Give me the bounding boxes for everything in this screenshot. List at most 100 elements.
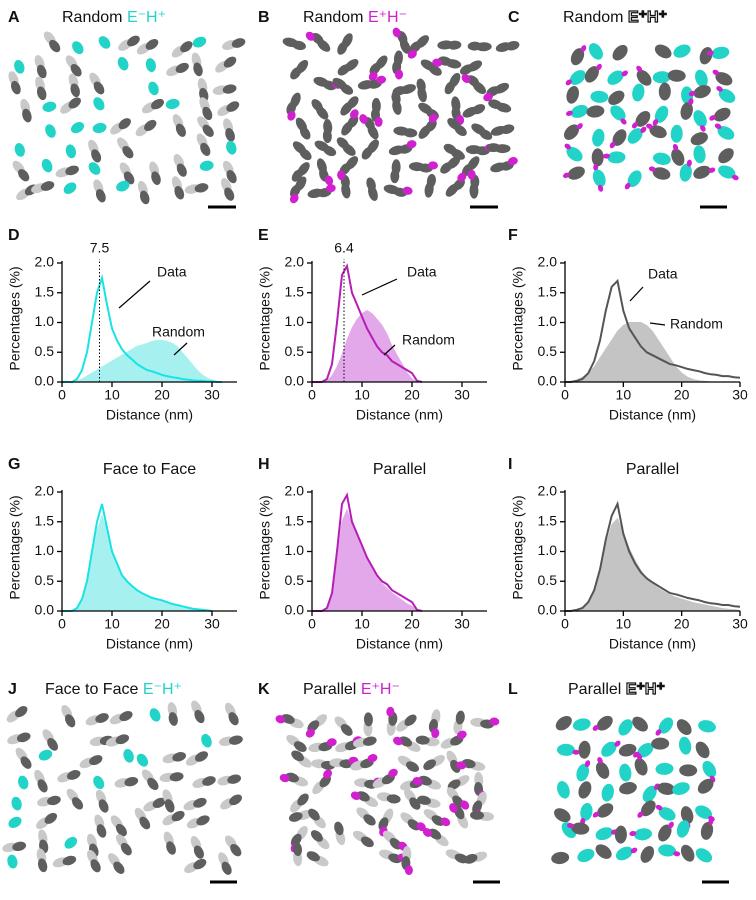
panel-label: E⁺H⁻ — [368, 9, 407, 26]
molecule-part — [440, 817, 451, 827]
molecule-part — [695, 741, 710, 759]
molecule — [109, 711, 133, 725]
molecule-part — [636, 69, 652, 86]
molecule-part — [117, 56, 129, 71]
molecule-part — [363, 814, 376, 826]
x-axis-title: Distance (nm) — [356, 407, 443, 423]
molecule — [291, 750, 312, 768]
molecule — [657, 782, 676, 795]
molecule — [449, 803, 469, 829]
panel-title-text: Face to Face — [45, 681, 138, 698]
molecule-part — [566, 85, 579, 104]
molecule-part — [123, 748, 134, 763]
molecule-part — [122, 145, 134, 159]
molecule-part — [151, 98, 164, 110]
molecule-part — [287, 110, 296, 121]
molecule — [601, 783, 614, 802]
molecule — [65, 55, 82, 77]
molecule — [162, 752, 187, 764]
molecule-part — [147, 777, 159, 791]
micrograph — [282, 27, 520, 204]
molecule — [217, 774, 242, 786]
molecule-part — [654, 105, 669, 123]
molecule — [440, 730, 467, 749]
molecule-part — [483, 92, 493, 102]
panel-letter: B — [258, 9, 270, 26]
molecule-part — [632, 83, 645, 102]
molecule — [460, 60, 483, 75]
panel-letter: A — [8, 9, 20, 26]
molecule-part — [115, 734, 130, 745]
molecule-part — [412, 777, 423, 786]
molecule-part — [406, 761, 419, 772]
molecule — [197, 116, 214, 137]
molecule-part — [612, 44, 628, 61]
molecule-part — [222, 84, 237, 94]
molecule-part — [700, 125, 706, 132]
molecule-part — [289, 184, 301, 198]
molecule — [607, 70, 628, 85]
molecule — [93, 775, 105, 790]
molecule — [162, 810, 185, 826]
molecule-part — [322, 129, 332, 144]
molecule-part — [361, 146, 373, 160]
annotation-leader — [173, 342, 188, 356]
molecule — [595, 844, 612, 859]
molecule — [63, 182, 77, 195]
molecule-part — [15, 706, 28, 718]
molecule-part — [615, 846, 633, 861]
molecule — [586, 105, 605, 118]
molecule — [8, 71, 21, 95]
molecule — [66, 788, 84, 810]
annotation-leader — [118, 280, 151, 309]
molecule-part — [14, 143, 25, 157]
molecule-part — [635, 111, 651, 127]
molecule-part — [14, 59, 25, 74]
molecule — [34, 769, 48, 793]
series-annotation: Data — [648, 266, 678, 282]
molecule — [693, 110, 707, 132]
molecule — [667, 69, 686, 82]
molecule-part — [44, 812, 58, 824]
molecule-part — [708, 167, 716, 173]
molecule — [676, 719, 692, 735]
molecule — [706, 46, 730, 60]
molecule-part — [144, 119, 157, 131]
molecule-part — [192, 36, 207, 48]
molecule — [350, 791, 379, 807]
molecule — [627, 126, 647, 144]
molecule-part — [572, 749, 580, 755]
molecule-part — [229, 794, 242, 806]
molecule-part — [569, 70, 586, 85]
y-tick-label: 0.0 — [35, 602, 55, 618]
y-tick-label: 1.0 — [538, 313, 558, 329]
molecule-part — [20, 756, 32, 769]
molecule-part — [407, 819, 420, 831]
molecule-part — [98, 799, 109, 813]
molecule-part — [171, 810, 185, 822]
molecule — [148, 81, 159, 96]
molecule — [693, 165, 716, 179]
molecule-part — [431, 728, 440, 739]
molecule-part — [166, 841, 176, 855]
molecule-part — [597, 184, 604, 192]
line-series — [565, 500, 741, 612]
molecule-part — [378, 817, 389, 831]
molecule-part — [350, 109, 359, 119]
molecule — [35, 76, 47, 101]
panel-title-text: Random — [62, 9, 122, 26]
x-tick-label: 30 — [204, 616, 220, 632]
line-series — [312, 263, 423, 383]
molecule — [34, 55, 47, 79]
molecule — [64, 836, 78, 849]
molecule — [173, 154, 187, 177]
molecule — [36, 812, 58, 830]
molecule-part — [356, 791, 370, 802]
area-series — [312, 310, 422, 383]
molecule-part — [590, 90, 609, 103]
molecule — [372, 768, 398, 789]
molecule — [679, 764, 698, 777]
molecule — [718, 148, 734, 164]
x-tick-label: 20 — [404, 616, 420, 632]
molecule — [695, 805, 715, 822]
